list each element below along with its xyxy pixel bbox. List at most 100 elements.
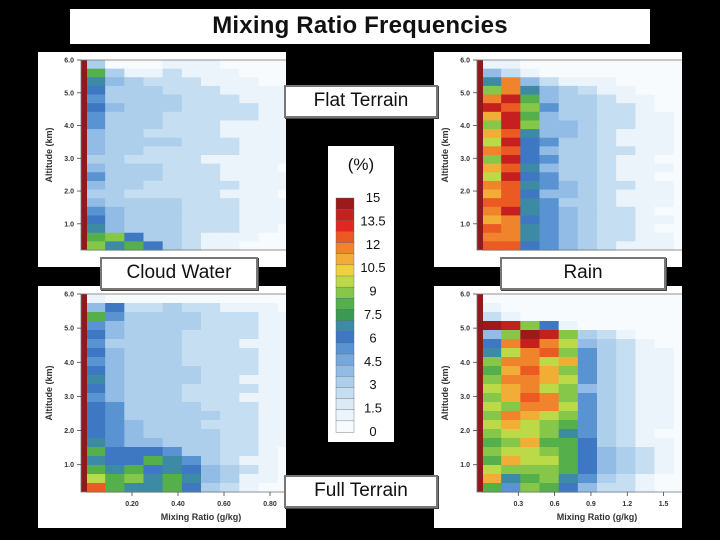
heatmap-cell: [597, 339, 617, 349]
heatmap-cell: [597, 137, 617, 147]
heatmap-cell: [539, 172, 560, 182]
heatmap-cell: [616, 393, 636, 403]
heatmap-cell: [124, 232, 145, 242]
colorbar-tick-label: 9: [369, 284, 376, 299]
heatmap-cell: [201, 155, 221, 165]
heatmap-cell: [220, 77, 240, 87]
heatmap-cell: [654, 303, 675, 313]
heatmap-cell: [520, 456, 541, 466]
heatmap-cell: [258, 321, 279, 331]
heatmap-cell: [616, 94, 636, 104]
heatmap-cell: [520, 215, 541, 225]
colorbar-swatch: [335, 320, 355, 333]
heatmap-cell: [654, 224, 675, 234]
heatmap-cell: [239, 224, 260, 234]
heatmap-cell: [558, 438, 579, 448]
heatmap-cell: [673, 206, 694, 217]
heatmap-cell: [124, 330, 145, 340]
heatmap-cell: [162, 330, 183, 340]
heatmap-cell: [577, 189, 598, 199]
heatmap-cell: [577, 232, 598, 242]
heatmap-cell: [86, 189, 106, 199]
heatmap-cell: [162, 303, 183, 313]
heatmap-cell: [105, 393, 125, 403]
heatmap-cell: [482, 339, 502, 349]
heatmap-cell: [539, 60, 560, 70]
heatmap-cell: [277, 303, 298, 313]
heatmap-cell: [501, 189, 521, 199]
heatmap-cell: [520, 402, 541, 412]
heatmap-cell: [501, 155, 521, 165]
heatmap-cell: [654, 339, 675, 349]
heatmap-cell: [201, 198, 221, 208]
heatmap-cell: [635, 294, 656, 304]
heatmap-cell: [124, 348, 145, 358]
heatmap-cell: [258, 241, 279, 251]
heatmap-cell: [635, 375, 656, 385]
heatmap-cell: [501, 483, 521, 493]
heatmap-cell: [501, 241, 521, 251]
heatmap-cell: [654, 402, 675, 412]
heatmap-cell: [105, 77, 125, 87]
y-tick-label: 6.0: [460, 58, 470, 65]
heatmap-cell: [501, 103, 521, 113]
heatmap-cell: [181, 77, 202, 87]
heatmap-cell: [597, 172, 617, 182]
label-full-terrain: Full Terrain: [284, 475, 438, 508]
heatmap-cell: [162, 172, 183, 182]
heatmap-cell: [124, 129, 145, 139]
heatmap-cell: [201, 330, 221, 340]
heatmap-cell: [124, 303, 145, 313]
heatmap-cell: [143, 402, 164, 412]
heatmap-cell: [181, 94, 202, 104]
heatmap-cell: [673, 146, 694, 156]
heatmap-cell: [143, 85, 164, 96]
heatmap-cell: [162, 60, 183, 70]
heatmap-cell: [277, 321, 298, 331]
heatmap-cell: [105, 348, 125, 358]
heatmap-cell: [277, 129, 298, 139]
heatmap-cell: [673, 111, 694, 122]
heatmap-cell: [105, 111, 125, 122]
heatmap-cell: [539, 206, 560, 217]
heatmap-cell: [654, 357, 675, 367]
heatmap-cell: [520, 68, 541, 78]
heatmap-cell: [86, 111, 106, 122]
heatmap-cell: [124, 137, 145, 147]
y-tick-label: 5.0: [460, 90, 470, 97]
heatmap-cell: [520, 330, 541, 340]
heatmap-cell: [239, 172, 260, 182]
heatmap-cell: [220, 146, 240, 156]
heatmap-cell: [616, 402, 636, 412]
heatmap-cell: [201, 366, 221, 376]
heatmap-cell: [239, 357, 260, 367]
heatmap-cell: [616, 339, 636, 349]
heatmap-cell: [258, 303, 279, 313]
heatmap-cell: [181, 189, 202, 199]
heatmap-cell: [162, 447, 183, 457]
heatmap-cell: [558, 420, 579, 430]
heatmap-cell: [577, 456, 598, 466]
heatmap-cell: [597, 411, 617, 421]
low-ratio-strip: [81, 294, 87, 492]
heatmap-cell: [635, 321, 656, 331]
heatmap-cell: [520, 321, 541, 331]
heatmap-cell: [520, 163, 541, 173]
heatmap-cell: [220, 411, 240, 421]
heatmap-cell: [162, 189, 183, 199]
heatmap-cell: [558, 384, 579, 394]
heatmap-cell: [520, 198, 541, 208]
heatmap-cell: [277, 420, 298, 430]
heatmap-cell: [654, 312, 675, 322]
heatmap-cell: [162, 68, 183, 78]
heatmap-cell: [520, 232, 541, 242]
heatmap-cell: [635, 206, 656, 217]
colorbar-tick-label: 6: [369, 330, 376, 345]
heatmap-cell: [577, 206, 598, 217]
heatmap-cell: [616, 303, 636, 313]
heatmap-cell: [277, 232, 298, 242]
heatmap-cell: [220, 120, 240, 130]
heatmap-cell: [482, 163, 502, 173]
heatmap-cell: [258, 120, 279, 130]
heatmap-cell: [616, 129, 636, 139]
